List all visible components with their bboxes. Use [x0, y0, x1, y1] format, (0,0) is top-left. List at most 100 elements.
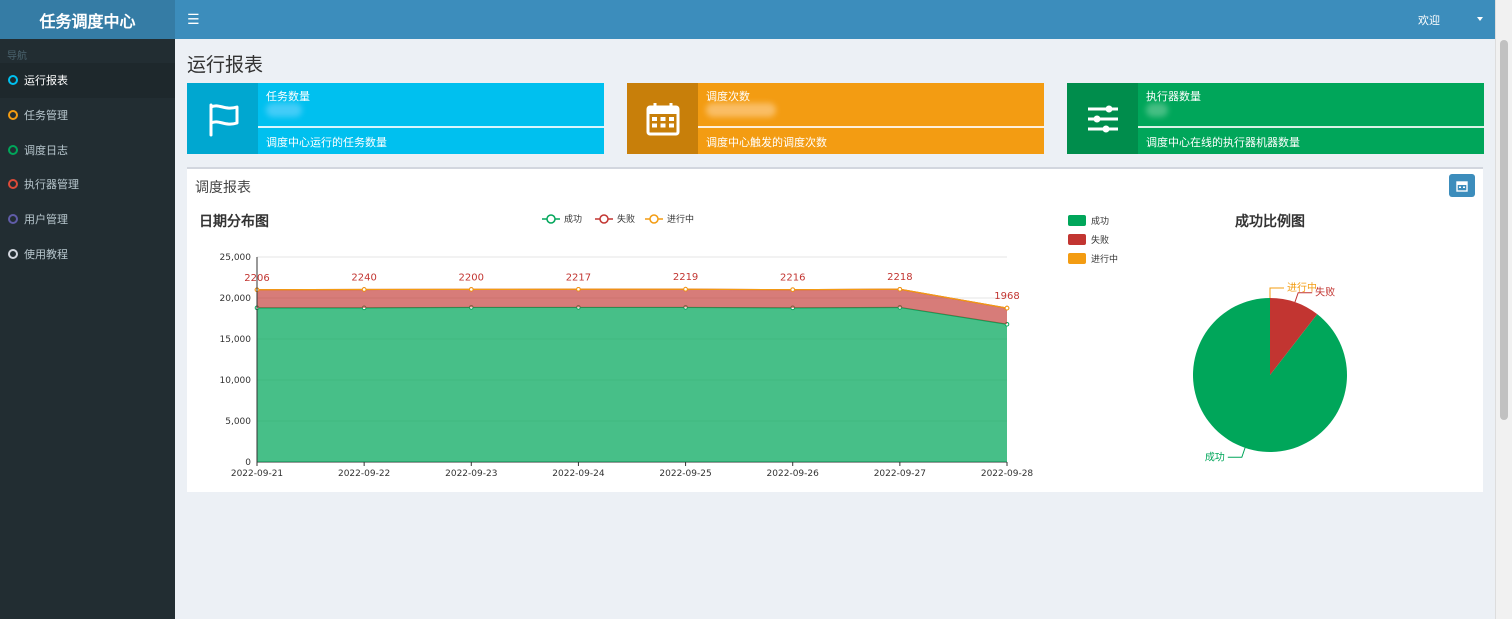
- report-panel: 调度报表 日期分布图 成功 失败 进行中 0 5,000 10,000 15,000 20,…: [187, 167, 1483, 492]
- info-box-value-blurred: [1146, 103, 1168, 117]
- sidebar-item-label: 执行器管理: [24, 178, 79, 192]
- legend-label: 进行中: [1091, 253, 1118, 265]
- x-tick-label: 2022-09-26: [767, 469, 820, 479]
- chart-title: 日期分布图: [199, 213, 269, 230]
- legend-marker: [546, 214, 556, 224]
- date-filter-button[interactable]: [1449, 174, 1475, 197]
- info-box-desc: 调度中心触发的调度次数: [706, 136, 827, 149]
- page-title: 运行报表: [187, 54, 264, 76]
- info-box-progress: [258, 126, 604, 128]
- series-line: [256, 288, 1008, 309]
- chart-series: [254, 286, 1010, 462]
- panel-title: 调度报表: [195, 180, 251, 196]
- x-tick-label: 2022-09-28: [981, 469, 1034, 479]
- x-tick-label: 2022-09-23: [445, 469, 497, 479]
- y-tick-label: 25,000: [220, 253, 252, 263]
- x-tick-label: 2022-09-25: [659, 469, 711, 479]
- legend-swatch: [1068, 234, 1086, 245]
- sidebar-item-jobs[interactable]: 任务管理: [0, 98, 175, 133]
- data-label: 2240: [351, 272, 376, 283]
- scrollbar-thumb[interactable]: [1500, 40, 1508, 420]
- pie-slices: [1193, 298, 1347, 452]
- y-tick-label: 0: [245, 458, 251, 468]
- sidebar-item-logs[interactable]: 调度日志: [0, 132, 175, 167]
- top-navbar: ☰ 欢迎: [175, 0, 1495, 39]
- sidebar-item-label: 用户管理: [24, 213, 68, 227]
- sidebar-item-label: 使用教程: [24, 247, 68, 261]
- sidebar-item-executors[interactable]: 执行器管理: [0, 167, 175, 202]
- menu-toggle-icon[interactable]: ☰: [187, 12, 200, 28]
- sidebar: 任务调度中心 导航 运行报表 任务管理 调度日志 执行器管理 用户管理 使用教程: [0, 0, 175, 619]
- data-label: 2200: [459, 272, 484, 283]
- pie-title: 成功比例图: [1235, 213, 1305, 230]
- calendar-icon: [1456, 180, 1468, 192]
- pie-slice: [1270, 298, 1318, 375]
- legend-marker: [599, 214, 609, 224]
- area-fail: [257, 289, 1007, 325]
- legend-swatch: [1068, 253, 1086, 264]
- info-box-desc: 调度中心在线的执行器机器数量: [1146, 136, 1300, 149]
- legend-label: 失败: [1091, 234, 1109, 246]
- date-distribution-chart: 日期分布图 成功 失败 进行中 0 5,000 10,000 15,000 20,000 25…: [199, 213, 1034, 479]
- sidebar-item-label: 调度日志: [24, 143, 68, 157]
- flag-icon: [187, 83, 258, 154]
- data-point: [576, 286, 581, 292]
- data-point: [790, 287, 796, 292]
- legend-label: 进行中: [667, 213, 694, 225]
- pie-label-line: [1227, 447, 1246, 458]
- sidebar-item-report[interactable]: 运行报表: [0, 63, 175, 98]
- info-box-title: 任务数量: [266, 90, 310, 103]
- pie-label: 失败: [1315, 286, 1335, 299]
- legend-swatch: [1068, 215, 1086, 226]
- data-point: [1004, 305, 1010, 311]
- pie-label-line: [1269, 287, 1284, 298]
- data-label: 1968: [994, 291, 1019, 302]
- y-tick-label: 20,000: [220, 294, 252, 304]
- caret-down-icon[interactable]: [1477, 17, 1483, 21]
- circle-icon: [8, 248, 18, 259]
- pie-label-line: [1294, 292, 1313, 303]
- legend-label: 成功: [1091, 215, 1109, 227]
- data-point: [897, 286, 903, 292]
- nav-header: 导航: [7, 51, 27, 62]
- y-tick-label: 15,000: [220, 335, 252, 345]
- app-logo[interactable]: 任务调度中心: [0, 0, 175, 39]
- sliders-icon: [1067, 83, 1138, 154]
- sidebar-item-users[interactable]: 用户管理: [0, 202, 175, 237]
- circle-icon: [8, 144, 18, 155]
- user-welcome-menu[interactable]: 欢迎: [1418, 14, 1440, 27]
- legend-item: 成功: [542, 213, 582, 225]
- info-box-title: 调度次数: [706, 90, 750, 103]
- data-point: [468, 287, 474, 292]
- info-box-value-blurred: [706, 103, 776, 117]
- info-box-title: 执行器数量: [1146, 90, 1201, 103]
- circle-icon: [8, 179, 18, 190]
- data-label: 2219: [673, 272, 698, 283]
- pie-label: 成功: [1205, 451, 1225, 463]
- sidebar-item-label: 运行报表: [24, 74, 68, 88]
- page-scrollbar[interactable]: [1495, 0, 1512, 619]
- x-tick-label: 2022-09-21: [231, 469, 283, 479]
- legend-label: 失败: [617, 213, 635, 225]
- data-point: [361, 287, 367, 292]
- sidebar-item-help[interactable]: 使用教程: [0, 236, 175, 271]
- pie-label: 进行中: [1287, 281, 1317, 294]
- data-label: 2218: [887, 272, 912, 283]
- y-tick-label: 10,000: [220, 376, 252, 386]
- data-label: 2216: [780, 273, 805, 284]
- x-tick-label: 2022-09-22: [338, 469, 390, 479]
- data-label: 2217: [566, 272, 591, 283]
- legend-item: 进行中: [645, 213, 694, 225]
- legend-item: 失败: [595, 213, 635, 225]
- chart-axes: 2022-09-21 2022-09-22 2022-09-23 2022-09-24…: [231, 257, 1034, 479]
- x-tick-label: 2022-09-27: [874, 469, 926, 479]
- chart-legend: 成功 失败 进行中: [542, 213, 694, 225]
- info-box-triggers: 调度次数 调度中心触发的调度次数: [627, 83, 1044, 154]
- info-box-executors: 执行器数量 调度中心在线的执行器机器数量: [1067, 83, 1484, 154]
- legend-marker: [649, 214, 659, 224]
- circle-icon: [8, 214, 18, 225]
- circle-icon: [8, 110, 18, 121]
